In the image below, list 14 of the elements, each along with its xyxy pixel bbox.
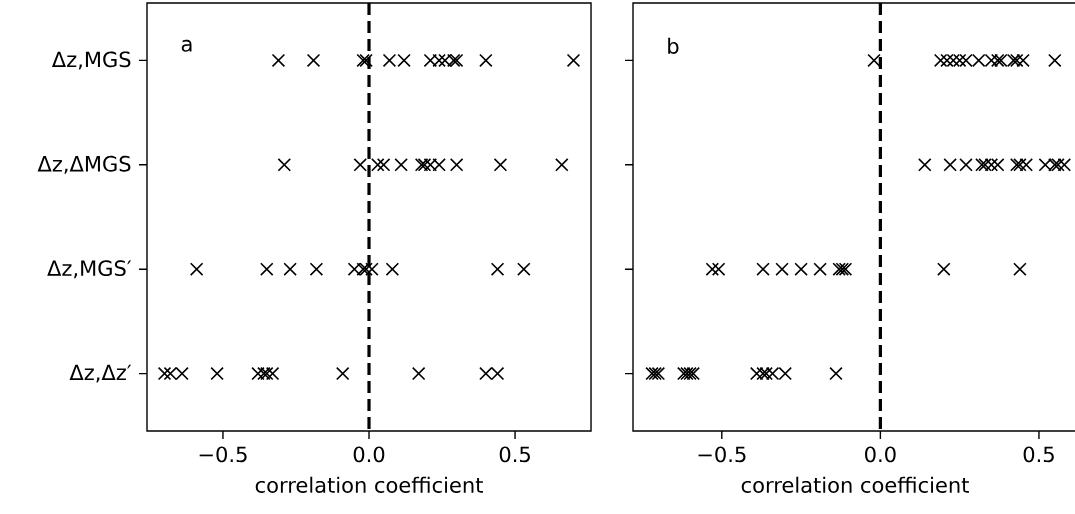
y-tick-label: Δz,Δz′ [69, 364, 132, 383]
annotation: b [668, 37, 679, 54]
x-tick-label: 0.0 [353, 446, 385, 463]
y-tick-label: Δz,MGS′ [47, 260, 132, 279]
x-tick-label: 0.5 [1023, 446, 1054, 463]
x-tick-label: 0.0 [865, 446, 896, 463]
x-tick-label: 0.5 [499, 446, 530, 463]
annotation: a [181, 39, 192, 52]
x-axis-title: correlation coefficient [255, 476, 483, 493]
x-tick-label: −0.5 [199, 446, 247, 463]
x-tick-label: −0.5 [698, 446, 746, 463]
y-tick-label: Δz,MGS [51, 51, 131, 70]
y-tick-label: Δz,ΔMGS [37, 155, 131, 174]
x-axis-title: correlation coefficient [741, 476, 969, 493]
